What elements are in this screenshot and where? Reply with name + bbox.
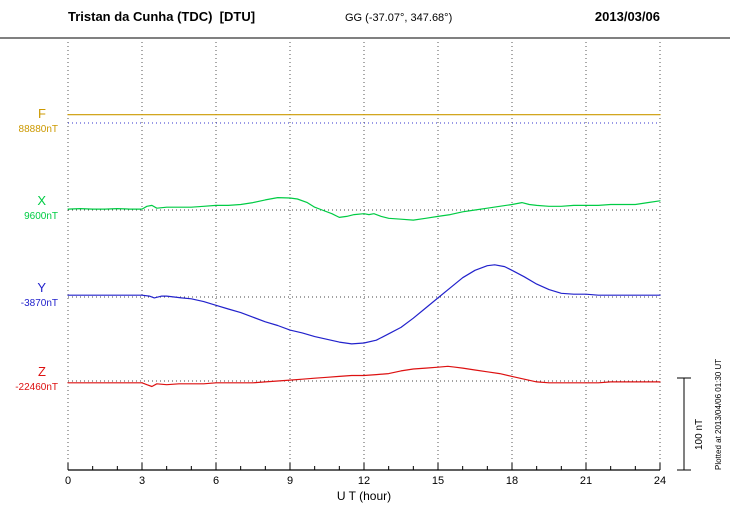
coords-label: GG (-37.07°, 347.68°) [345,12,453,24]
x-axis-label: U T (hour) [336,489,392,503]
x-tick-label: 15 [431,475,445,487]
date-label: 2013/03/06 [594,9,660,24]
x-tick-label: 12 [357,475,371,487]
series-letter-Y: Y [37,280,46,295]
series-baseline-value-Y: -3870nT [20,298,58,309]
x-tick-label: 18 [505,475,519,487]
series-baseline-value-Z: -22460nT [15,382,58,393]
x-tick-label: 9 [286,475,294,487]
x-tick-label: 21 [579,475,593,487]
x-tick-labels: 0 3 6 9 12 15 18 21 24 [0,475,730,491]
x-tick-label: 24 [653,475,667,487]
series-baseline-value-F: 88880nT [18,124,58,135]
x-tick-label: 6 [212,475,220,487]
series-baseline-value-X: 9600nT [24,211,58,222]
x-tick-label: 0 [64,475,72,487]
x-tick-label: 3 [138,475,146,487]
series-letter-X: X [37,193,46,208]
station-title: Tristan da Cunha (TDC) [DTU] [68,9,256,24]
scalebar-label: 100 nT [694,418,705,450]
series-letter-F: F [38,106,46,121]
series-letter-Z: Z [38,364,46,379]
plotted-at-label: Plotted at 2013/04/06 01:30 UT [714,358,723,470]
